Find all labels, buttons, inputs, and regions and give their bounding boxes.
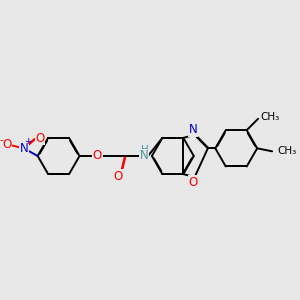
Text: O: O <box>93 149 102 163</box>
Text: -: - <box>0 135 4 145</box>
Text: +: + <box>24 137 32 146</box>
Text: O: O <box>2 137 11 151</box>
Text: O: O <box>188 176 198 189</box>
Text: CH₃: CH₃ <box>278 146 297 156</box>
Text: O: O <box>114 170 123 183</box>
Text: CH₃: CH₃ <box>260 112 280 122</box>
Text: N: N <box>20 142 28 155</box>
Text: N: N <box>140 149 149 163</box>
Text: O: O <box>35 131 45 145</box>
Text: H: H <box>141 145 148 155</box>
Text: N: N <box>189 123 197 136</box>
